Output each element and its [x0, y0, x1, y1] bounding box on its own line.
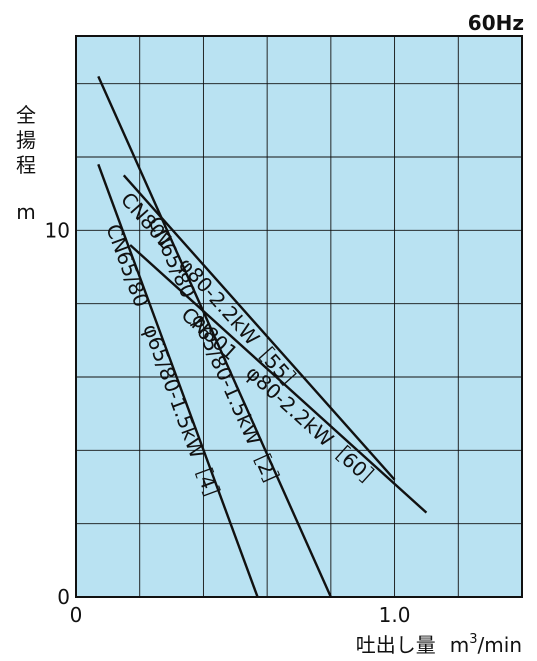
curves — [97, 75, 428, 598]
curve-line — [129, 244, 428, 514]
x-axis-unit-superscript: 3 — [469, 632, 477, 647]
y-axis-label-char-1: 全 — [16, 103, 36, 127]
curve-line — [97, 163, 259, 598]
y-tick-label: 0 — [57, 585, 70, 609]
plot-area — [76, 36, 522, 597]
x-axis-label: 吐出し量 m3/min — [356, 632, 522, 657]
y-axis-unit: m — [16, 200, 35, 224]
grid — [76, 36, 522, 597]
x-ticks: 0 1.0 — [70, 603, 411, 627]
y-axis-label-char-2: 揚 — [16, 128, 36, 152]
curve-line — [97, 75, 332, 598]
y-ticks: 0 10 — [45, 218, 70, 609]
x-tick-label: 1.0 — [379, 603, 411, 627]
x-tick-label: 0 — [70, 603, 83, 627]
y-axis-label-char-3: 程 — [16, 153, 36, 177]
x-axis-label-text: 吐出し量 — [356, 633, 436, 657]
y-tick-label: 10 — [45, 218, 70, 242]
x-axis-unit-suffix: /min — [478, 633, 522, 657]
frequency-label: 60Hz — [468, 11, 524, 35]
curve-line — [122, 174, 396, 481]
x-axis-unit: m — [450, 633, 469, 657]
plot-frame — [75, 35, 523, 598]
